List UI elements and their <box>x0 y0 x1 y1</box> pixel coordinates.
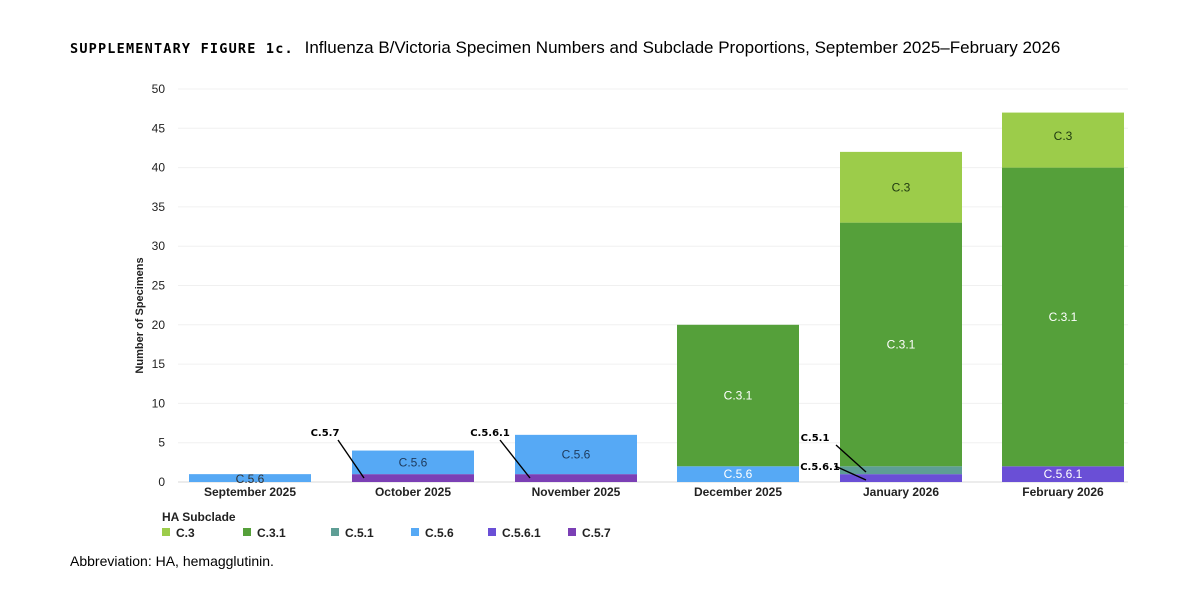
bar-segment <box>189 474 311 482</box>
annotation-leader-line <box>499 439 531 479</box>
x-tick-label: February 2026 <box>1022 485 1104 499</box>
data-label: C.3.1 <box>724 389 753 403</box>
legend-label: C.5.6 <box>425 526 454 540</box>
y-tick-label: 30 <box>152 239 166 253</box>
data-label: C.5.6 <box>724 467 753 481</box>
data-label: C.3 <box>892 180 911 194</box>
bar-segment <box>840 474 962 482</box>
legend-swatch <box>162 528 170 536</box>
bar-segment <box>677 466 799 482</box>
bar-segment <box>1002 112 1124 168</box>
annotation-leader-line <box>835 444 867 473</box>
annotation-leader-line <box>834 465 867 481</box>
y-tick-label: 10 <box>152 396 166 410</box>
y-tick-label: 0 <box>158 475 165 489</box>
y-axis-label: Number of Specimens <box>134 257 146 373</box>
legend-label: C.3 <box>176 526 195 540</box>
annotation-label: C.5.7 <box>311 428 340 439</box>
figure-label: SUPPLEMENTARY FIGURE 1c. <box>70 41 294 57</box>
figure-title-text: Influenza B/Victoria Specimen Numbers an… <box>304 38 1061 57</box>
bar-segment <box>840 151 962 223</box>
y-tick-label: 35 <box>152 200 166 214</box>
legend-swatch <box>331 528 339 536</box>
y-tick-label: 25 <box>152 279 166 293</box>
data-label: C.5.6.1 <box>1044 467 1083 481</box>
bar-segment <box>677 324 799 467</box>
abbreviation-note: Abbreviation: HA, hemagglutinin. <box>70 553 274 569</box>
annotation-leader-line <box>337 439 365 479</box>
bar-segment <box>840 466 962 475</box>
y-tick-label: 40 <box>152 161 166 175</box>
y-tick-label: 5 <box>158 436 165 450</box>
y-tick-label: 50 <box>152 82 166 96</box>
y-tick-label: 45 <box>152 121 166 135</box>
legend-swatch <box>243 528 251 536</box>
x-tick-label: September 2025 <box>204 485 296 499</box>
data-label: C.3.1 <box>1049 310 1078 324</box>
x-tick-label: January 2026 <box>863 485 939 499</box>
legend-label: C.3.1 <box>257 526 286 540</box>
legend-label: C.5.7 <box>582 526 611 540</box>
y-tick-label: 15 <box>152 357 166 371</box>
data-label: C.5.6 <box>399 455 428 469</box>
annotation-label: C.5.6.1 <box>800 462 840 473</box>
annotation-label: C.5.6.1 <box>470 428 510 439</box>
annotation-label: C.5.1 <box>801 433 830 444</box>
x-tick-label: December 2025 <box>694 485 782 499</box>
legend-label: C.5.6.1 <box>502 526 541 540</box>
bar-segment <box>515 474 637 482</box>
x-tick-label: November 2025 <box>532 485 621 499</box>
legend-swatch <box>411 528 419 536</box>
legend-swatch <box>488 528 496 536</box>
bar-segment <box>1002 466 1124 482</box>
bar-segment <box>840 222 962 467</box>
data-label: C.5.6 <box>236 472 265 486</box>
data-label: C.3.1 <box>887 337 916 351</box>
legend-swatch <box>568 528 576 536</box>
bar-segment <box>515 434 637 475</box>
bar-segment <box>352 474 474 482</box>
y-tick-label: 20 <box>152 318 166 332</box>
bar-segment <box>352 450 474 475</box>
bar-segment <box>1002 167 1124 467</box>
data-label: C.3 <box>1054 129 1073 143</box>
x-tick-label: October 2025 <box>375 485 451 499</box>
figure-title: SUPPLEMENTARY FIGURE 1c. Influenza B/Vic… <box>70 38 1060 58</box>
legend-label: C.5.1 <box>345 526 374 540</box>
legend-title: HA Subclade <box>162 510 236 524</box>
data-label: C.5.6 <box>562 447 591 461</box>
